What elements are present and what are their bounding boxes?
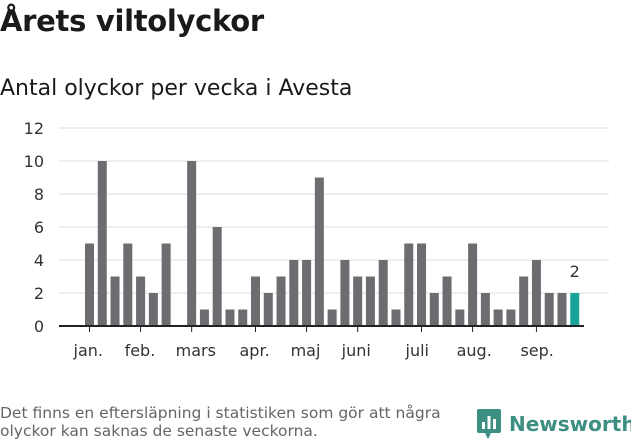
y-tick-label: 12 xyxy=(24,119,44,138)
x-tick-label: juni xyxy=(341,341,371,360)
y-tick-label: 6 xyxy=(34,218,44,237)
y-tick-label: 0 xyxy=(34,317,44,336)
bar xyxy=(493,309,503,326)
bar xyxy=(391,309,401,326)
bar xyxy=(123,243,133,326)
footnote: Det finns en eftersläpning i statistiken… xyxy=(0,404,441,440)
bar xyxy=(97,161,107,326)
bar xyxy=(506,309,516,326)
bars xyxy=(59,161,584,327)
bar xyxy=(263,293,273,326)
bar xyxy=(404,243,414,326)
bar xyxy=(327,309,337,326)
bar xyxy=(110,276,120,326)
bar-chart-speech-bubble-icon xyxy=(477,409,501,439)
bar xyxy=(468,243,478,326)
bar xyxy=(378,260,388,326)
x-tick-label: apr. xyxy=(240,341,270,360)
data-label-highlight: 2 xyxy=(570,262,580,281)
y-tick-label: 10 xyxy=(24,152,44,171)
x-tick-label: juli xyxy=(405,341,429,360)
bar xyxy=(314,177,324,326)
y-tick-label: 8 xyxy=(34,185,44,204)
x-tick-label: feb. xyxy=(125,341,156,360)
y-tick-label: 4 xyxy=(34,251,44,270)
x-tick-label: jan. xyxy=(73,341,103,360)
brand-logo: Newsworthy xyxy=(476,408,631,440)
bar xyxy=(442,276,452,326)
bar xyxy=(480,293,490,326)
brand-name: Newsworthy xyxy=(509,412,631,436)
bar xyxy=(365,276,375,326)
bar xyxy=(212,227,222,326)
bar xyxy=(161,243,171,326)
bar xyxy=(136,276,146,326)
bar xyxy=(340,260,350,326)
chart-subtitle: Antal olyckor per vecka i Avesta xyxy=(0,76,353,101)
bar xyxy=(417,243,427,326)
bar xyxy=(289,260,299,326)
y-tick-label: 2 xyxy=(34,284,44,303)
bar xyxy=(455,309,465,326)
bar xyxy=(429,293,439,326)
bar xyxy=(531,260,541,326)
bar-chart: 0 2 4 6 8 10 12 jan. feb. mars apr. maj juni juli aug… xyxy=(24,119,609,360)
data-labels: 2 xyxy=(570,262,580,281)
bar xyxy=(276,276,286,326)
bar xyxy=(187,161,197,326)
bar xyxy=(225,309,235,326)
bar xyxy=(199,309,209,326)
chart-title: Årets viltolyckor xyxy=(0,4,264,38)
bar xyxy=(251,276,261,326)
bar xyxy=(353,276,363,326)
bar-highlighted xyxy=(570,293,580,326)
bar xyxy=(85,243,94,326)
bar xyxy=(519,276,529,326)
gridlines xyxy=(59,127,609,294)
bar xyxy=(148,293,158,326)
bar xyxy=(544,293,554,326)
x-tick-label: maj xyxy=(291,341,321,360)
x-tick-label: aug. xyxy=(457,341,492,360)
x-tick-label: mars xyxy=(176,341,216,360)
bar xyxy=(238,309,248,326)
bar xyxy=(557,293,567,326)
x-tick-label: sep. xyxy=(520,341,553,360)
y-axis-ticks: 0 2 4 6 8 10 12 xyxy=(24,119,44,336)
bar xyxy=(302,260,312,326)
x-axis-ticks: jan. feb. mars apr. maj juni juli aug. sep. xyxy=(73,326,554,360)
